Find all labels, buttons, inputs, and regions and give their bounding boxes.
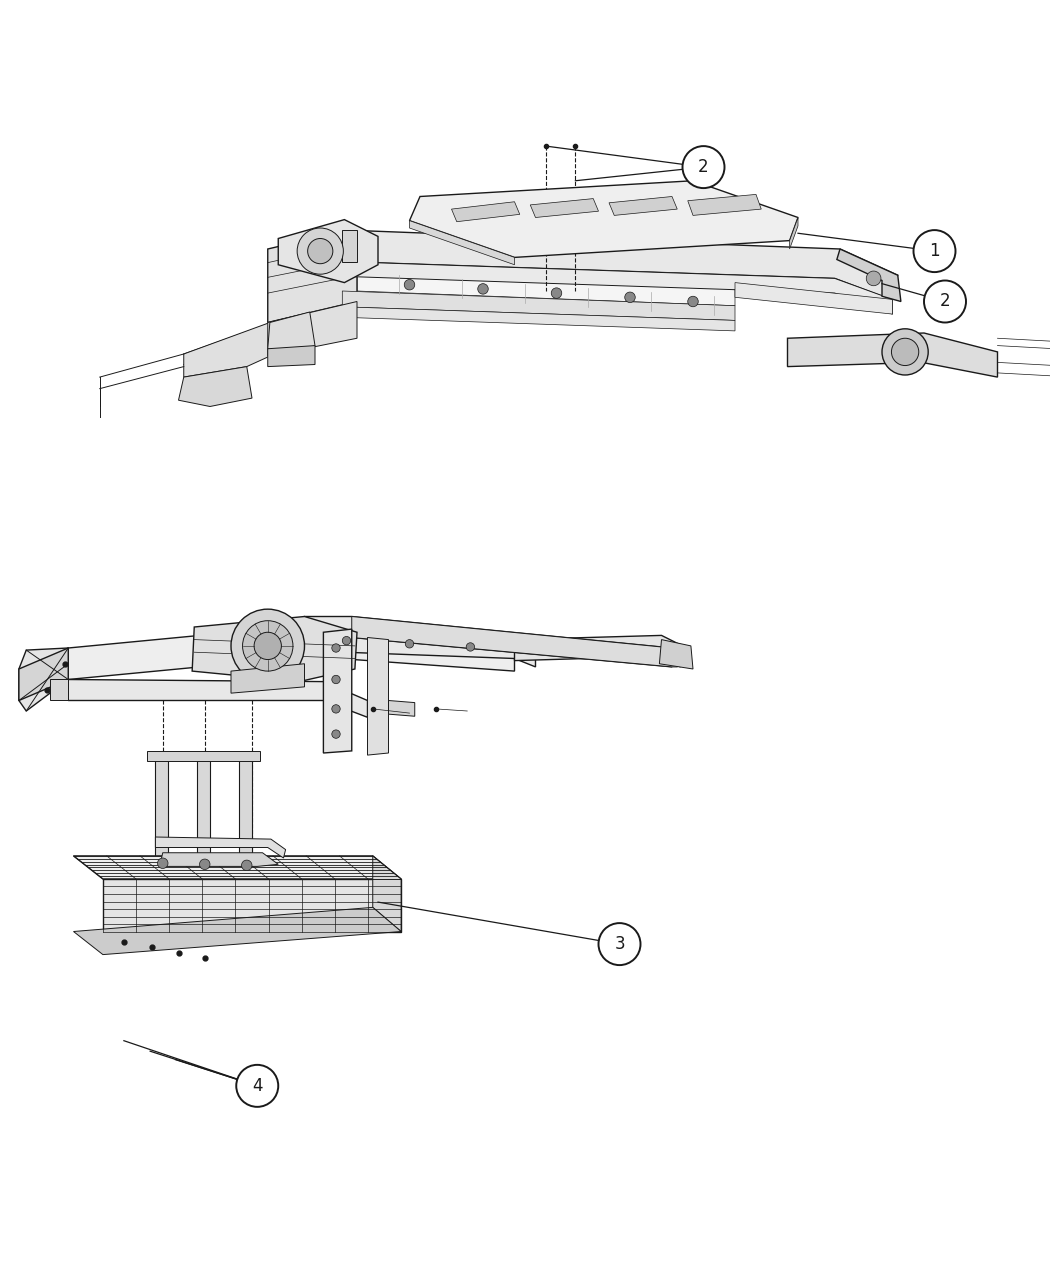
Polygon shape (410, 181, 798, 258)
Polygon shape (388, 700, 415, 717)
Polygon shape (837, 249, 901, 301)
Polygon shape (184, 323, 270, 377)
Circle shape (466, 643, 475, 652)
Circle shape (242, 861, 252, 871)
Circle shape (279, 635, 288, 643)
Polygon shape (231, 629, 536, 667)
Circle shape (404, 279, 415, 289)
Circle shape (625, 292, 635, 302)
Circle shape (342, 636, 351, 645)
Polygon shape (735, 283, 892, 314)
Circle shape (332, 676, 340, 683)
Circle shape (688, 296, 698, 307)
Polygon shape (357, 265, 735, 306)
Polygon shape (147, 751, 260, 761)
Circle shape (405, 640, 414, 648)
Polygon shape (609, 196, 677, 215)
Circle shape (598, 923, 640, 965)
Circle shape (158, 858, 168, 868)
Circle shape (882, 329, 928, 375)
Polygon shape (19, 648, 68, 711)
Circle shape (914, 230, 956, 272)
Text: 2: 2 (698, 158, 709, 176)
Polygon shape (302, 617, 672, 667)
Polygon shape (74, 908, 401, 955)
Polygon shape (268, 228, 357, 323)
Circle shape (551, 288, 562, 298)
Polygon shape (410, 221, 514, 265)
Polygon shape (68, 625, 514, 680)
Polygon shape (514, 635, 682, 667)
Polygon shape (352, 617, 685, 667)
Polygon shape (788, 333, 998, 377)
Polygon shape (68, 680, 368, 718)
Polygon shape (239, 755, 252, 868)
Polygon shape (155, 755, 168, 868)
Polygon shape (790, 218, 798, 249)
Circle shape (200, 859, 210, 870)
Polygon shape (342, 261, 892, 314)
Text: 3: 3 (614, 935, 625, 954)
Polygon shape (659, 640, 693, 669)
Text: 1: 1 (929, 242, 940, 260)
Polygon shape (342, 291, 735, 320)
Polygon shape (231, 664, 304, 694)
Circle shape (254, 632, 281, 659)
Polygon shape (368, 638, 388, 755)
Polygon shape (530, 199, 598, 218)
Polygon shape (197, 755, 210, 868)
Circle shape (332, 729, 340, 738)
Polygon shape (342, 230, 357, 261)
Polygon shape (160, 853, 278, 867)
Polygon shape (19, 648, 68, 700)
Polygon shape (342, 230, 898, 300)
Circle shape (297, 228, 343, 274)
Polygon shape (268, 301, 357, 356)
Circle shape (243, 621, 293, 671)
Circle shape (332, 705, 340, 713)
Polygon shape (50, 680, 68, 700)
Polygon shape (342, 307, 735, 332)
Polygon shape (688, 194, 761, 215)
Polygon shape (373, 856, 401, 932)
Polygon shape (103, 878, 401, 932)
Polygon shape (268, 346, 315, 367)
Text: 4: 4 (252, 1077, 262, 1095)
Circle shape (231, 609, 304, 682)
Circle shape (682, 147, 724, 189)
Circle shape (478, 283, 488, 295)
Polygon shape (74, 856, 401, 878)
Polygon shape (323, 629, 352, 754)
Polygon shape (452, 201, 520, 222)
Circle shape (308, 238, 333, 264)
Polygon shape (268, 312, 315, 354)
Polygon shape (178, 367, 252, 407)
Circle shape (332, 644, 340, 653)
Polygon shape (155, 836, 286, 858)
Text: 2: 2 (940, 292, 950, 311)
Polygon shape (278, 219, 378, 283)
Circle shape (236, 1065, 278, 1107)
Circle shape (924, 280, 966, 323)
Circle shape (891, 338, 919, 366)
Circle shape (866, 272, 881, 286)
Polygon shape (192, 617, 357, 682)
